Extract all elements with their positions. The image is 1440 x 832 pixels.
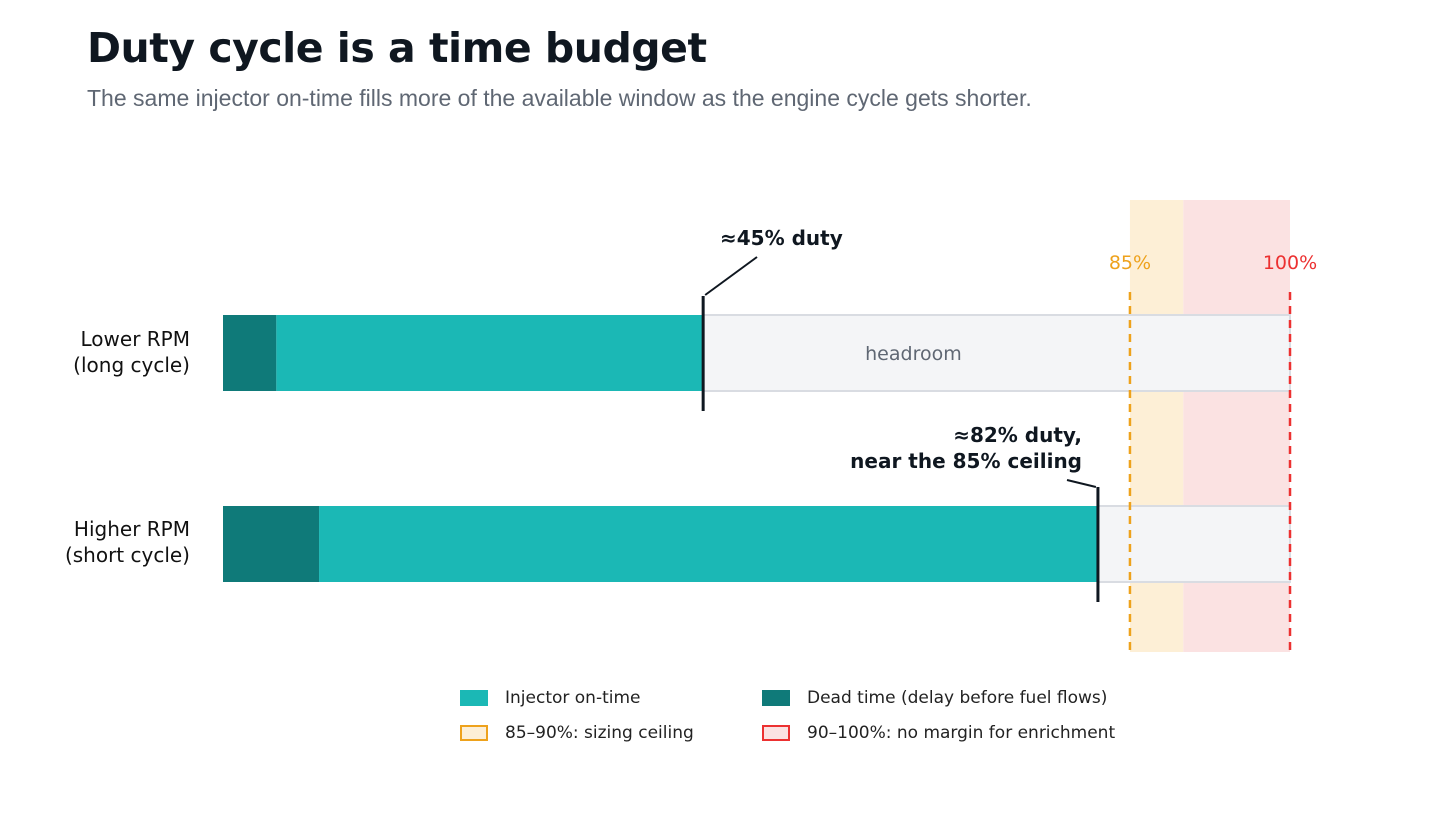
category-label-lower-rpm: Lower RPM (long cycle) — [73, 327, 190, 377]
legend-swatch-sizing-ceiling — [460, 725, 488, 741]
bar-on-time-0 — [276, 315, 704, 391]
legend-label-sizing-ceiling: 85–90%: sizing ceiling — [505, 723, 694, 743]
chart-subtitle: The same injector on-time fills more of … — [87, 85, 1032, 111]
legend-item-no-margin: 90–100%: no margin for enrichment — [762, 723, 1115, 743]
annotation-1: ≈82% duty, near the 85% ceiling — [850, 423, 1082, 473]
bar-dead-time-1 — [223, 506, 320, 582]
legend-label-no-margin: 90–100%: no margin for enrichment — [807, 723, 1116, 743]
annotation-leader-0 — [704, 256, 758, 296]
legend-item-on-time: Injector on-time — [460, 688, 641, 708]
legend-swatch-dead-time — [762, 690, 790, 706]
bar-headroom-0 — [702, 314, 1291, 392]
reference-label-85: 85% — [1109, 252, 1151, 274]
bar-headroom-1 — [1096, 505, 1291, 583]
legend-swatch-on-time — [460, 690, 488, 706]
headroom-label: headroom — [865, 343, 962, 365]
bar-on-time-1 — [319, 506, 1098, 582]
bar-dead-time-0 — [223, 315, 277, 391]
legend-item-sizing-ceiling: 85–90%: sizing ceiling — [460, 723, 694, 743]
chart-title: Duty cycle is a time budget — [87, 24, 707, 72]
legend-swatch-no-margin — [762, 725, 790, 741]
annotation-leader-1 — [1066, 479, 1097, 488]
annotation-0: ≈45% duty — [720, 226, 843, 250]
legend-item-dead-time: Dead time (delay before fuel flows) — [762, 688, 1107, 708]
legend-label-on-time: Injector on-time — [505, 688, 641, 708]
reference-label-100: 100% — [1263, 252, 1317, 274]
category-label-higher-rpm: Higher RPM (short cycle) — [64, 517, 190, 567]
legend-label-dead-time: Dead time (delay before fuel flows) — [807, 688, 1108, 708]
